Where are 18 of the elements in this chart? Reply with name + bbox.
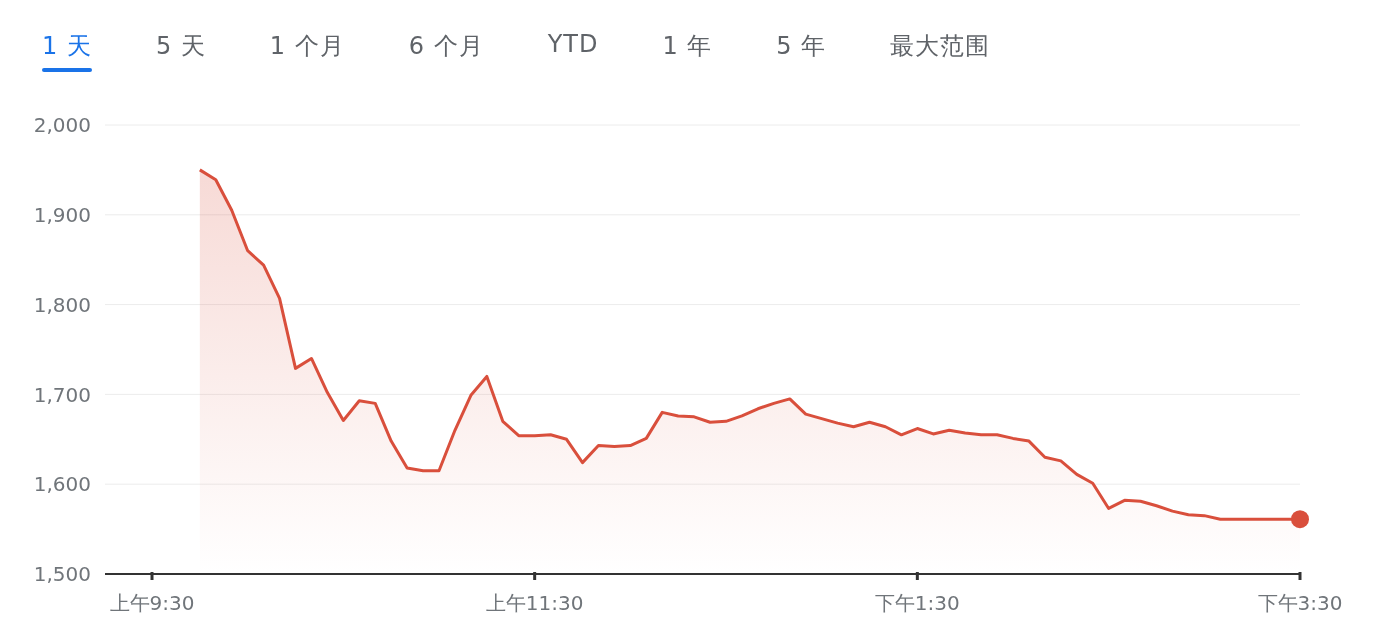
y-tick-label: 2,000 [33,113,91,138]
y-tick-label: 1,800 [33,292,91,317]
y-tick-label: 1,900 [33,202,91,227]
x-tick-label: 下午1:30 [874,591,960,615]
text: 1 个月 [269,32,345,60]
x-tick-label: 上午9:30 [109,591,195,615]
text: YTD [547,30,599,58]
y-tick-label: 1,700 [33,382,91,407]
x-tick-label: 上午11:30 [485,591,584,615]
text: 5 年 [776,32,827,60]
y-tick-label: 1,600 [33,472,91,497]
x-tick-label: 下午3:30 [1257,591,1343,615]
y-tick-label: 1,500 [33,562,91,587]
text: 5 天 [155,32,206,60]
text: 最大范围 [890,32,991,60]
text: 1 天 [42,32,92,60]
text: 1 年 [662,32,713,60]
text: 6 个月 [408,32,484,60]
